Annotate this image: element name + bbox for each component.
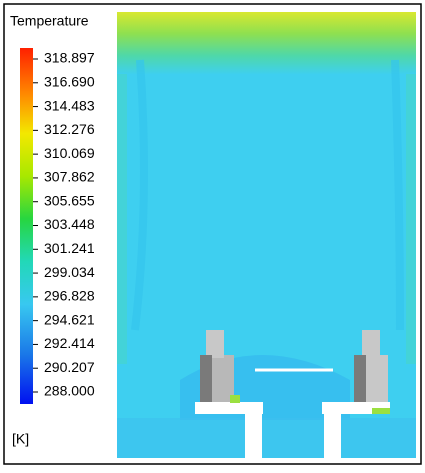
tick-label: 296.828 xyxy=(44,288,95,304)
tick-label: 310.069 xyxy=(44,145,95,161)
tick-label: 307.862 xyxy=(44,169,95,185)
tick-label: 312.276 xyxy=(44,121,95,137)
tick-label: 314.483 xyxy=(44,97,95,113)
screenshot: Temperature [K] 318.897 316.690 314.483 312… xyxy=(0,0,425,468)
tick-label: 316.690 xyxy=(44,73,95,89)
tick-label: 303.448 xyxy=(44,216,95,232)
tick-label: 301.241 xyxy=(44,240,95,256)
legend-title: Temperature xyxy=(10,13,89,29)
tick-label: 318.897 xyxy=(44,50,95,66)
tick-label: 290.207 xyxy=(44,359,95,375)
tick-label: 305.655 xyxy=(44,192,95,208)
tick-label: 299.034 xyxy=(44,264,95,280)
tick-label: 292.414 xyxy=(44,335,95,351)
tick-label: 288.000 xyxy=(44,383,95,399)
colorbar xyxy=(20,48,33,404)
legend-unit: [K] xyxy=(12,431,29,447)
tick-label: 294.621 xyxy=(44,311,95,327)
